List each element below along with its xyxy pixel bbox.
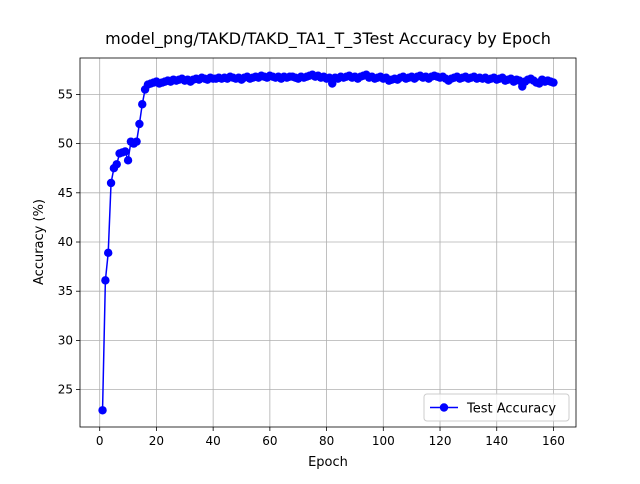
chart-title: model_png/TAKD/TAKD_TA1_T_3Test Accuracy… — [105, 29, 551, 49]
x-tick-label: 100 — [372, 434, 395, 448]
x-tick-label: 120 — [429, 434, 452, 448]
y-tick-label: 30 — [58, 333, 73, 347]
x-tick-label: 20 — [149, 434, 164, 448]
data-point — [104, 248, 113, 258]
data-point — [121, 147, 130, 156]
data-point — [132, 137, 141, 146]
x-tick-label: 0 — [96, 434, 104, 448]
data-point — [123, 156, 133, 165]
data-point — [549, 78, 558, 87]
axes-frame — [79, 57, 577, 428]
y-tick-label: 35 — [58, 284, 73, 298]
data-point — [135, 119, 144, 129]
data-line — [101, 73, 554, 411]
data-point — [138, 100, 147, 109]
x-tick-label: 40 — [206, 434, 221, 448]
legend-box — [423, 393, 570, 422]
y-axis-label: Accuracy (%) — [32, 199, 47, 285]
data-point — [101, 276, 110, 285]
data-point — [98, 406, 107, 415]
x-tick-label: 80 — [319, 434, 334, 448]
x-tick-label: 140 — [485, 434, 508, 448]
data-point — [112, 160, 121, 169]
x-tick-label: 160 — [542, 434, 565, 448]
x-axis-label: Epoch — [308, 455, 348, 470]
y-tick-label: 45 — [58, 186, 73, 200]
y-tick-label: 55 — [58, 87, 73, 101]
x-tick-label: 60 — [262, 434, 277, 448]
legend-marker — [439, 403, 449, 412]
y-tick-label: 50 — [58, 137, 73, 151]
legend-label: Test Accuracy — [466, 402, 556, 417]
data-point — [106, 178, 116, 188]
y-tick-label: 40 — [58, 235, 73, 249]
y-tick-label: 25 — [58, 383, 73, 397]
